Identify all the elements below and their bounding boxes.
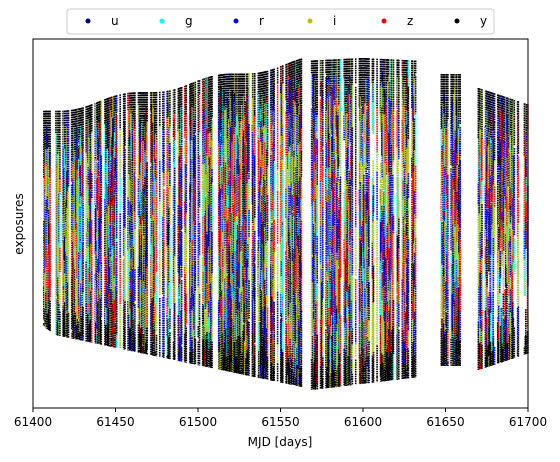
x-tick-label: 61700 <box>509 415 547 429</box>
x-tick-label: 61550 <box>261 415 299 429</box>
legend-label-i: i <box>333 14 336 28</box>
legend-label-r: r <box>259 14 264 28</box>
x-tick-label: 61650 <box>426 415 464 429</box>
x-tick-label: 61400 <box>14 415 52 429</box>
legend-marker-y <box>454 18 460 24</box>
legend-label-z: z <box>407 14 413 28</box>
legend-box <box>66 8 495 35</box>
legend-marker-g <box>159 18 165 24</box>
legend-marker-r <box>233 18 239 24</box>
legend-marker-i <box>307 18 313 24</box>
legend-label-u: u <box>111 14 119 28</box>
plot-layer <box>42 58 529 390</box>
x-tick-label: 61600 <box>344 415 382 429</box>
legend-marker-z <box>381 18 387 24</box>
legend-label-y: y <box>480 14 487 28</box>
x-axis-label: MJD [days] <box>248 435 313 449</box>
legend-marker-u <box>85 18 91 24</box>
x-tick-label: 61500 <box>179 415 217 429</box>
x-ticks: 61400 61450 61500 61550 61600 61650 61700 <box>14 408 547 429</box>
y-axis-label: exposures <box>12 193 26 254</box>
legend-label-g: g <box>185 14 193 28</box>
x-tick-label: 61450 <box>96 415 134 429</box>
